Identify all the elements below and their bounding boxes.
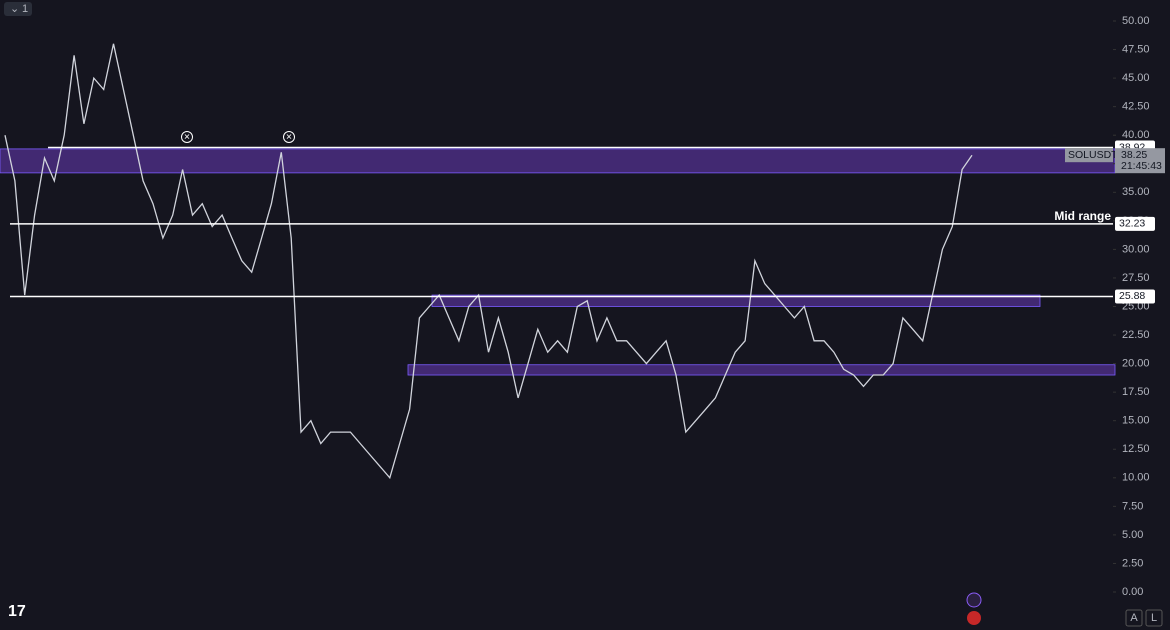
y-tick-label: 47.50 [1122,43,1150,55]
event-icon[interactable] [967,611,981,625]
event-icon[interactable] [966,592,982,608]
marker: ✕ ✕ [181,131,295,143]
y-tick-label: 40.00 [1122,129,1150,141]
svg-text:✕: ✕ [286,133,293,142]
symbol-label: SOLUSDT [1068,149,1118,161]
annotation: Mid range [1054,209,1111,223]
y-tick-label: 30.00 [1122,243,1150,255]
y-tick-label: 2.50 [1122,557,1143,569]
countdown: 21:45:43 [1121,160,1162,172]
interval-button[interactable] [4,2,32,16]
y-tick-label: 5.00 [1122,529,1143,541]
logo: 17 [8,603,26,620]
level-label: 32.23 [1119,218,1145,230]
svg-text:✕: ✕ [184,133,191,142]
y-tick-label: 20.00 [1122,358,1150,370]
level-label-box [1115,289,1155,304]
interval: 1 [22,3,28,15]
zone [431,294,1041,307]
y-tick-label: 45.00 [1122,72,1150,84]
symbol-box [1065,148,1113,163]
auto-scale-button[interactable] [1125,609,1143,627]
log-scale-button[interactable] [1145,609,1163,627]
y-tick-label: 12.50 [1122,443,1150,455]
y-tick-label: 15.00 [1122,415,1150,427]
price-line [4,43,973,480]
y-tick-label: 42.50 [1122,101,1150,113]
level-label: 25.88 [1119,290,1145,302]
y-tick-label: 35.00 [1122,186,1150,198]
y-tick-label: 7.50 [1122,500,1143,512]
y-tick-label: 17.50 [1122,386,1150,398]
y-tick-label: 0.00 [1122,586,1143,598]
y-tick-label: 27.50 [1122,272,1150,284]
zone [407,364,1116,376]
level-label-box [1115,216,1155,231]
auto-scale-label: A [1130,612,1138,624]
y-tick-label: 22.50 [1122,329,1150,341]
zone [0,148,1116,174]
log-scale-label: L [1151,612,1157,624]
last-price: 38.25 [1121,149,1147,161]
price-box [1115,148,1165,174]
y-tick-label: 10.00 [1122,472,1150,484]
y-tick-label: 50.00 [1122,15,1150,27]
chevron: ⌄ [10,3,19,15]
